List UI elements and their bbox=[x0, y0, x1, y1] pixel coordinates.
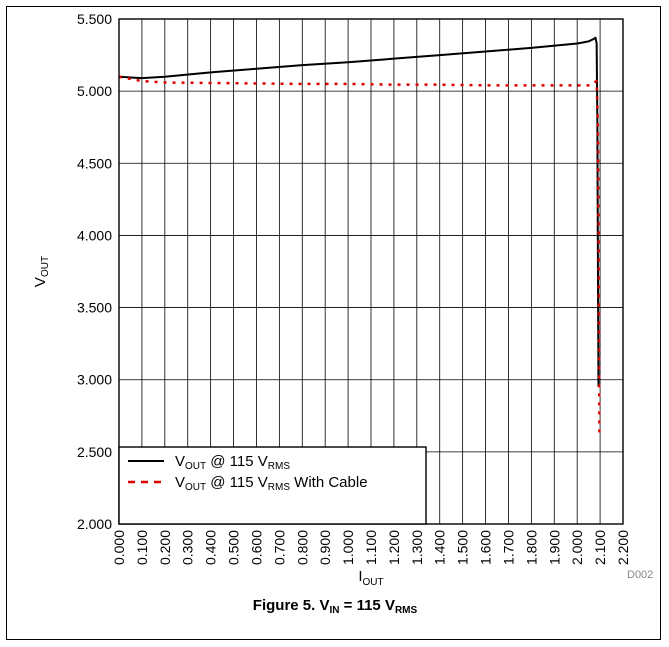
x-tick-label: 1.900 bbox=[546, 530, 562, 565]
x-tick-label: 0.200 bbox=[157, 530, 173, 565]
x-tick-label: 1.300 bbox=[409, 530, 425, 565]
x-tick-label: 1.100 bbox=[363, 530, 379, 565]
legend-box bbox=[118, 446, 427, 525]
y-axis-title: VOUT bbox=[32, 256, 51, 287]
x-tick-label: 2.200 bbox=[615, 530, 631, 565]
x-tick-label: 1.800 bbox=[523, 530, 539, 565]
y-tick-label: 4.000 bbox=[77, 227, 112, 243]
grid-lines bbox=[118, 18, 624, 525]
x-tick-label: 0.700 bbox=[271, 530, 287, 565]
x-tick-label: 0.800 bbox=[294, 530, 310, 565]
y-tick-label: 3.500 bbox=[77, 300, 112, 316]
y-tick-labels: 5.500 5.000 4.500 4.000 3.500 3.000 2.500 2.000 bbox=[77, 11, 112, 532]
figure-frame: 5.500 5.000 4.500 4.000 3.500 3.000 2.500 2.000… bbox=[6, 6, 661, 640]
x-tick-label: 1.200 bbox=[386, 530, 402, 565]
x-tick-label: 0.900 bbox=[317, 530, 333, 565]
figure-id-label: D002 bbox=[627, 569, 653, 581]
series-line-with-cable bbox=[118, 75, 601, 435]
x-tick-label: 1.600 bbox=[478, 530, 494, 565]
x-tick-label: 0.300 bbox=[180, 530, 196, 565]
x-tick-label: 2.000 bbox=[569, 530, 585, 565]
x-tick-label: 0.400 bbox=[203, 530, 219, 565]
y-tick-label: 2.500 bbox=[77, 444, 112, 460]
series-line-vout bbox=[118, 36, 600, 387]
x-tick-label: 0.000 bbox=[111, 530, 127, 565]
y-tick-label: 5.500 bbox=[77, 11, 112, 27]
x-tick-label: 1.700 bbox=[500, 530, 516, 565]
y-tick-label: 4.500 bbox=[77, 155, 112, 171]
x-tick-labels: 0.000 0.100 0.200 0.300 0.400 0.500 0.600 0.700… bbox=[111, 530, 631, 565]
x-tick-label: 1.500 bbox=[455, 530, 471, 565]
x-tick-label: 2.100 bbox=[592, 530, 608, 565]
series-layer bbox=[118, 36, 601, 435]
y-tick-label: 3.000 bbox=[77, 372, 112, 388]
legend: VOUT @ 115 VRMS VOUT @ 115 VRMS With Cab… bbox=[118, 446, 427, 525]
line-chart: 5.500 5.000 4.500 4.000 3.500 3.000 2.500 2.000… bbox=[32, 11, 653, 616]
y-tick-label: 5.000 bbox=[77, 83, 112, 99]
figure-caption: Figure 5. VIN = 115 VRMS bbox=[253, 597, 418, 616]
x-tick-label: 1.000 bbox=[340, 530, 356, 565]
x-tick-label: 1.400 bbox=[432, 530, 448, 565]
x-tick-label: 0.100 bbox=[134, 530, 150, 565]
x-tick-label: 0.500 bbox=[226, 530, 242, 565]
legend-entry-vout: VOUT @ 115 VRMS bbox=[175, 453, 290, 472]
x-axis-title: IOUT bbox=[358, 568, 383, 588]
legend-entry-vout-with-cable: VOUT @ 115 VRMS With Cable bbox=[175, 474, 368, 493]
x-tick-label: 0.600 bbox=[248, 530, 264, 565]
y-tick-label: 2.000 bbox=[77, 516, 112, 532]
